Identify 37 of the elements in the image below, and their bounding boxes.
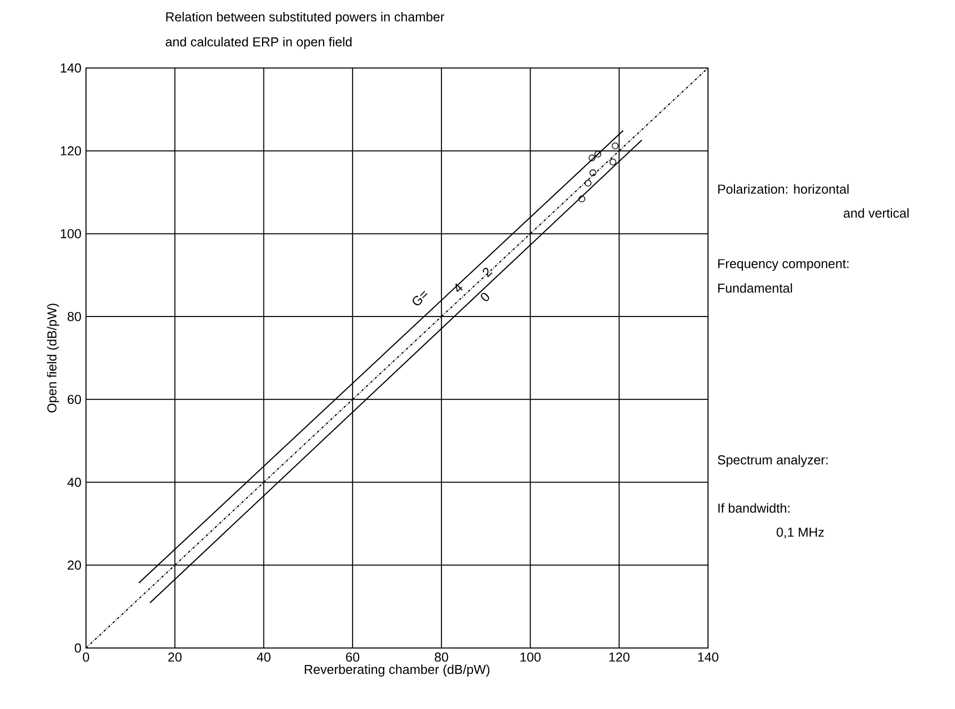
x-tick-label: 100 [520,652,541,662]
annotation: 2 [482,268,492,278]
x-tick-label: 120 [609,652,630,662]
x-tick-label: 20 [168,652,182,662]
x-tick-label: 40 [256,652,270,662]
chart-subtitle: and calculated ERP in open field [166,36,352,50]
x-axis-title: Reverberating chamber (dB/pW) [304,664,490,677]
text: Spectrum analyzer: [718,454,828,468]
text: and vertical [844,208,909,218]
y-tick-label: 140 [60,63,81,73]
x-tick-label: 0 [82,652,90,662]
point [594,150,602,158]
y-tick-label: 0 [74,643,81,653]
x-tick-label: 80 [434,652,448,662]
annotation: 0 [480,292,490,302]
y-tick-label: 60 [68,394,81,404]
x-tick-label: 60 [346,652,360,662]
text: Frequency component: [718,259,848,271]
y-tick-label: 20 [68,560,81,570]
point [588,154,596,162]
point [590,169,596,176]
point [578,195,586,202]
chart-title: Relation between substituted powers in chamber [166,12,444,24]
y-tick-label: 100 [60,229,81,238]
y-tick-label: 120 [60,146,81,156]
text: If bandwidth: [718,503,790,513]
annotation: G= [412,290,428,306]
y-tick-label: 40 [67,478,81,487]
text: Fundamental [718,283,792,293]
text: Polarization: horizontal [718,184,849,194]
y-tick-label: 80 [68,312,81,322]
text: 0,1 MHz [776,528,824,538]
point [584,180,592,187]
x-tick-label: 140 [698,652,718,662]
y-axis-title: Open field (dB/pW) [46,304,60,412]
point [610,158,616,166]
point [612,142,619,150]
